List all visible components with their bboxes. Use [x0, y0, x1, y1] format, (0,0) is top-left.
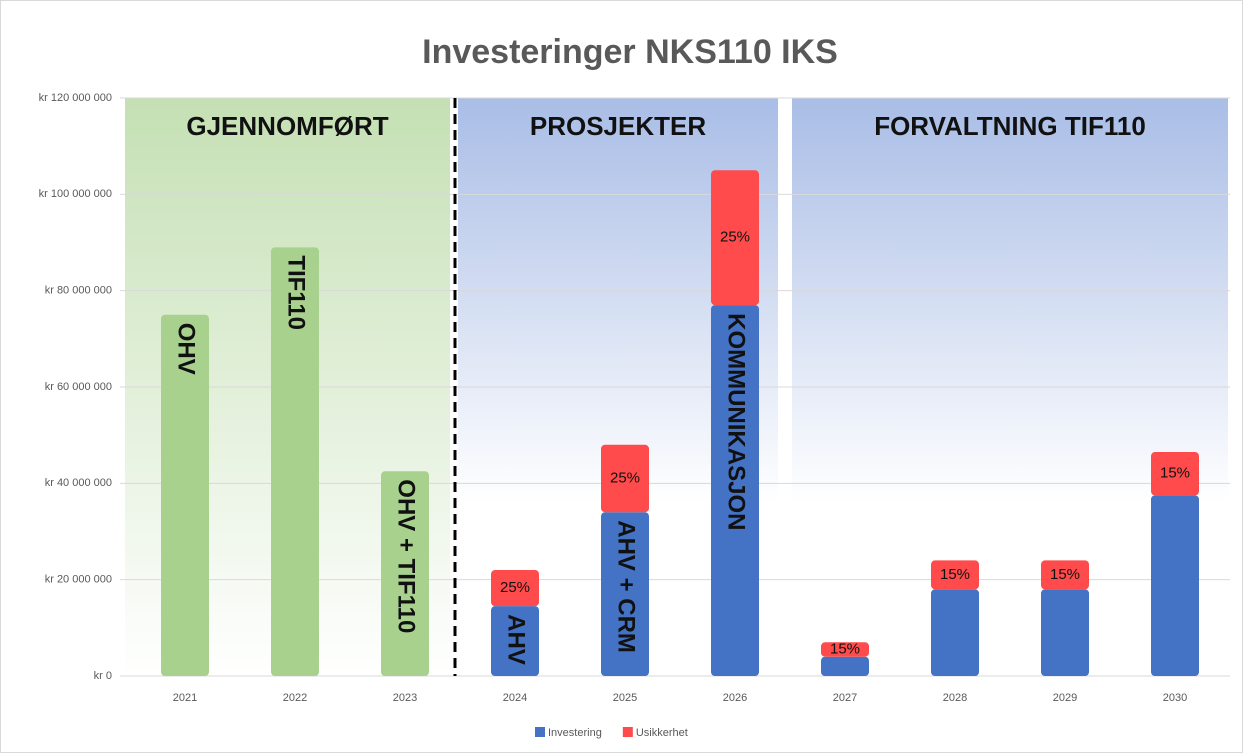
legend-swatch: [535, 727, 545, 737]
bar-label: AHV: [503, 614, 530, 665]
x-tick-label: 2029: [1053, 692, 1077, 704]
bar-label: 15%: [940, 566, 970, 583]
section-label: PROSJEKTER: [530, 111, 706, 141]
bar-segment: [491, 570, 539, 607]
bar-segment: [601, 444, 649, 513]
bar-segment: [601, 512, 649, 676]
bar-label: KOMMUNIKASJON: [723, 313, 750, 530]
y-tick-label: kr 100 000 000: [39, 188, 112, 200]
bar-label: 25%: [610, 469, 640, 486]
bar-segment: [271, 247, 319, 677]
bar-segment: [1151, 452, 1199, 496]
bar-label: 25%: [500, 579, 530, 596]
bar-segment: [491, 606, 539, 676]
x-tick-label: 2023: [393, 692, 417, 704]
bar-segment: [1151, 495, 1199, 676]
bar-label: OHV: [173, 323, 200, 375]
x-tick-label: 2028: [943, 692, 967, 704]
bar-segment: [711, 170, 759, 306]
legend-label: Usikkerhet: [636, 727, 688, 739]
section-label: FORVALTNING TIF110: [874, 111, 1146, 141]
bar-segment: [1041, 560, 1089, 590]
x-tick-label: 2030: [1163, 692, 1187, 704]
y-tick-label: kr 0: [94, 670, 112, 682]
y-tick-label: kr 20 000 000: [45, 574, 112, 586]
bar-label: 15%: [830, 640, 860, 657]
y-tick-label: kr 120 000 000: [39, 92, 112, 104]
x-tick-label: 2027: [833, 692, 857, 704]
x-tick-label: 2026: [723, 692, 747, 704]
y-tick-label: kr 40 000 000: [45, 477, 112, 489]
bar-segment: [931, 560, 979, 590]
bar-label: 15%: [1050, 566, 1080, 583]
legend-label: Investering: [548, 727, 602, 739]
x-tick-label: 2024: [503, 692, 527, 704]
bar-segment: [161, 314, 209, 676]
bar-segment: [1041, 589, 1089, 676]
chart-title: Investeringer NKS110 IKS: [422, 33, 838, 71]
bar-label: TIF110: [283, 255, 310, 330]
x-tick-label: 2021: [173, 692, 197, 704]
bar-label: 15%: [1160, 465, 1190, 482]
bar-segment: [931, 589, 979, 676]
bar-label: 25%: [720, 229, 750, 246]
y-tick-label: kr 80 000 000: [45, 285, 112, 297]
bar-segment: [711, 305, 759, 676]
x-tick-label: 2022: [283, 692, 307, 704]
bar-segment: [821, 656, 869, 676]
bar-label: AHV + CRM: [613, 520, 640, 653]
y-tick-label: kr 60 000 000: [45, 381, 112, 393]
bar-segment: [821, 642, 869, 657]
legend-swatch: [622, 727, 633, 737]
section-label: GJENNOMFØRT: [186, 111, 388, 141]
bar-label: OHV + TIF110: [393, 479, 420, 633]
bar-segment: [381, 471, 429, 676]
x-tick-label: 2025: [613, 692, 637, 704]
